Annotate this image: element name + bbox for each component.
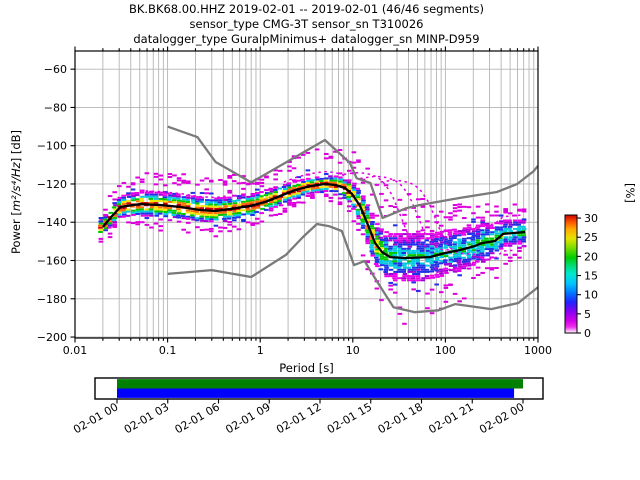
noise-model-lines xyxy=(167,125,538,314)
title-line-3: datalogger_type GuralpMinimus+ datalogge… xyxy=(133,32,480,46)
ppsd-histogram xyxy=(98,148,527,325)
outlier-traces xyxy=(139,170,522,274)
svg-text:−160: −160 xyxy=(37,255,67,268)
svg-text:−140: −140 xyxy=(37,216,67,229)
plot-title: BK.BK68.00.HHZ 2019-02-01 -- 2019-02-01 … xyxy=(0,2,613,47)
colorbar-tick-label: 30 xyxy=(584,212,598,225)
svg-text:10: 10 xyxy=(346,344,360,357)
timeline-bar-psd-segments xyxy=(117,388,515,398)
colorbar-tick-label: 20 xyxy=(584,250,598,263)
colorbar-gradient xyxy=(564,214,578,334)
svg-text:−200: −200 xyxy=(37,331,67,344)
x-axis-label: Period [s] xyxy=(279,361,334,375)
svg-text:−120: −120 xyxy=(37,178,67,191)
svg-text:0.01: 0.01 xyxy=(63,344,88,357)
nhnm-curve xyxy=(167,125,538,220)
title-line-1: BK.BK68.00.HHZ 2019-02-01 -- 2019-02-01 … xyxy=(128,2,485,16)
x-tick-labels: 0.01 0.1 1 10 100 1000 xyxy=(63,344,552,357)
timeline-tick-label: 02-01 09 xyxy=(223,400,272,436)
timeline-tick-label: 02-01 12 xyxy=(274,400,323,436)
svg-text:1: 1 xyxy=(257,344,264,357)
timeline-tick-label: 02-01 15 xyxy=(325,400,374,436)
svg-text:−80: −80 xyxy=(44,101,67,114)
y-tick-labels: −60 −80 −100 −120 −140 −160 −180 −200 xyxy=(37,63,67,344)
colorbar-tick-label: 15 xyxy=(584,270,598,283)
colorbar-tick-label: 25 xyxy=(584,231,598,244)
svg-text:1000: 1000 xyxy=(524,344,552,357)
coverage-timeline: 02-01 00 02-01 03 02-01 06 02-01 09 02-01 12… xyxy=(71,377,544,436)
colorbar-tick-label: 0 xyxy=(584,327,591,340)
timeline-tick-label: 02-01 00 xyxy=(71,400,120,436)
colorbar-tick-label: 5 xyxy=(584,308,591,321)
timeline-tick-label: 02-01 03 xyxy=(122,400,171,436)
svg-text:−180: −180 xyxy=(37,293,67,306)
axes-frame xyxy=(70,46,539,343)
title-line-2: sensor_type CMG-3T sensor_sn T310026 xyxy=(189,17,424,31)
colorbar-unit-label: [%] xyxy=(623,183,637,203)
svg-text:0.1: 0.1 xyxy=(159,344,177,357)
timeline-tick-label: 02-01 21 xyxy=(426,400,475,436)
nlnm-curve xyxy=(167,222,538,314)
colorbar: 0 5 10 15 20 25 30 [%] xyxy=(564,183,637,340)
svg-text:−60: −60 xyxy=(44,63,67,76)
timeline-tick-label: 02-02 00 xyxy=(477,400,526,436)
timeline-tick-label: 02-01 06 xyxy=(173,400,222,436)
svg-text:100: 100 xyxy=(435,344,456,357)
timeline-bar-data-availability xyxy=(117,379,523,389)
colorbar-tick-label: 10 xyxy=(584,289,598,302)
timeline-tick-label: 02-01 18 xyxy=(376,400,425,436)
svg-text:−100: −100 xyxy=(37,140,67,153)
mean-psd-line xyxy=(102,182,526,260)
